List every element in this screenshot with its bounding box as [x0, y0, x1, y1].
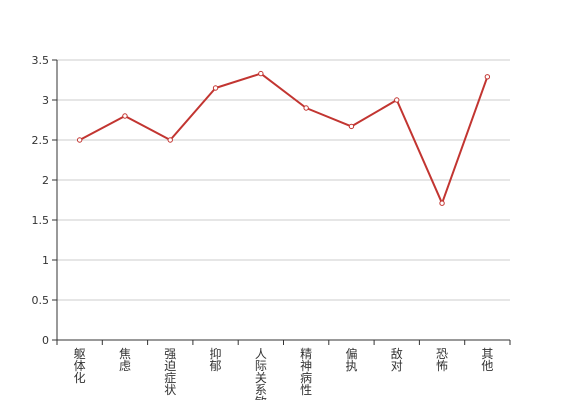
data-point[interactable] [439, 200, 445, 206]
x-tick-label: 偏执 [345, 346, 357, 373]
y-tick-label: 0.5 [32, 294, 50, 307]
x-tick-label: 其他 [481, 347, 493, 373]
data-point[interactable] [212, 85, 219, 91]
x-tick-label: 敌对 [391, 346, 403, 373]
data-point[interactable] [122, 113, 128, 119]
y-tick-label: 0 [42, 334, 49, 347]
data-point[interactable] [167, 137, 173, 143]
data-point[interactable] [303, 105, 309, 111]
y-tick-label: 1 [42, 254, 49, 267]
x-tick-label: 焦虑 [119, 347, 131, 373]
grid-lines [57, 59, 510, 301]
series-points [76, 70, 491, 206]
data-point[interactable] [348, 123, 355, 130]
y-tick-labels: 0 0.5 1 1.5 2 2.5 3 3.5 [32, 54, 50, 347]
x-tick-label: 精神病性 [300, 347, 312, 397]
x-tick-label: 躯体化 [74, 346, 86, 385]
axes [52, 59, 511, 345]
y-tick-label: 2 [42, 174, 49, 187]
x-tick-label: 抑郁 [210, 346, 222, 373]
x-tick-label: 强迫症状 [164, 347, 176, 397]
data-point[interactable] [258, 70, 264, 77]
data-point[interactable] [76, 137, 83, 143]
data-point[interactable] [484, 74, 491, 80]
x-tick-label: 人际关系敏感 [255, 347, 267, 400]
series-line [79, 72, 489, 205]
x-tick-labels: 躯体化 焦虑 强迫症状 抑郁 人际关系敏感 精神病性 偏执 敌对 恐怖 其他 [74, 346, 494, 404]
y-tick-label: 2.5 [32, 134, 50, 147]
x-tick-label: 恐怖 [436, 347, 448, 373]
y-tick-label: 3 [42, 94, 49, 107]
series-line-path [79, 72, 489, 205]
y-tick-label: 1.5 [32, 214, 50, 227]
y-tick-label: 3.5 [32, 54, 50, 67]
data-point[interactable] [394, 97, 400, 103]
